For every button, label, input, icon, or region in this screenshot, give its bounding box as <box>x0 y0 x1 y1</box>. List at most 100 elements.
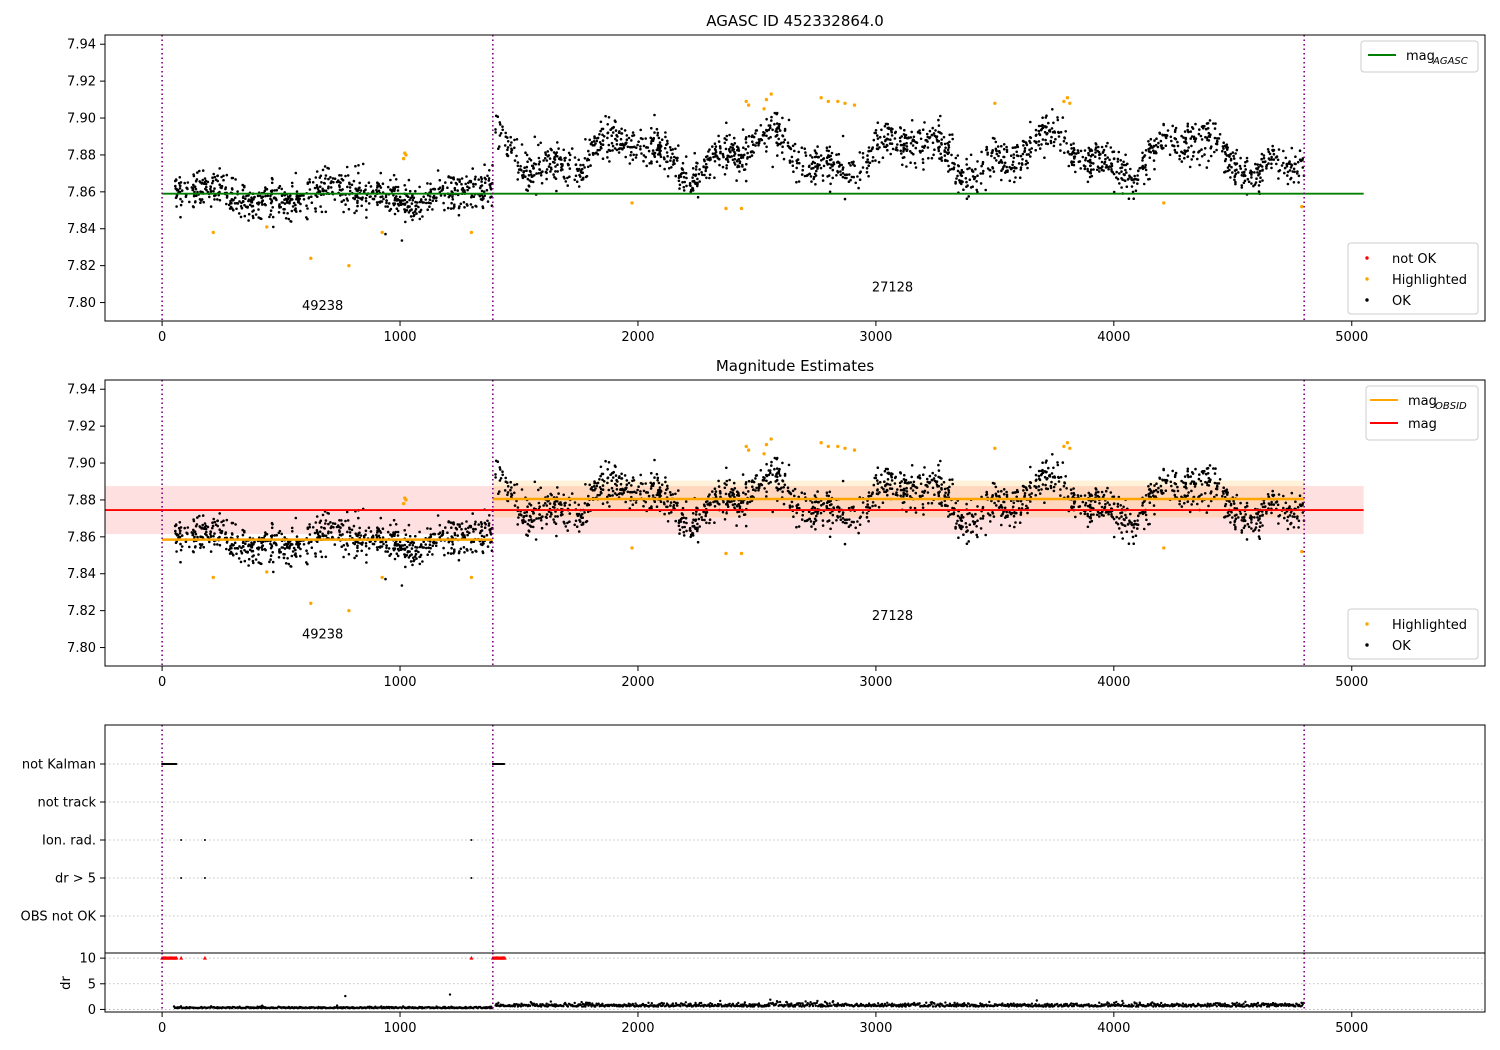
highlighted-point <box>630 546 634 550</box>
dr-outlier-point <box>448 993 452 996</box>
highlighted-point <box>744 444 748 449</box>
panel-agasc-axes: 7.80 7.82 7.84 7.86 7.88 7.90 7.92 7.94 0 1000 200… <box>67 38 1368 345</box>
panel-magnitude-estimates-title: Magnitude Estimates <box>716 357 874 375</box>
category-label: OBS not OK <box>21 910 97 925</box>
y-tick-label: 7.90 <box>67 112 96 127</box>
highlighted-point <box>993 101 997 105</box>
panel-flags-axes: not Kalman not track Ion. rad. dr > 5 OBS no… <box>21 758 105 925</box>
flag-point <box>203 839 206 841</box>
highlighted-point <box>769 92 773 96</box>
highlighted-point <box>347 608 351 613</box>
legend-label: mag <box>1408 394 1437 409</box>
dr-clipped-marker <box>174 955 179 960</box>
y-tick-label: 7.94 <box>67 38 96 53</box>
y-tick-label: 7.86 <box>67 185 96 200</box>
y-tick-label: 7.80 <box>67 641 96 656</box>
highlighted-point <box>836 444 840 449</box>
x-tick-label: 0 <box>158 675 166 690</box>
y-tick-label: 7.94 <box>67 383 96 398</box>
highlighted-point <box>380 575 384 580</box>
legend-marker <box>1365 622 1369 626</box>
flag-point <box>180 839 183 841</box>
ok-points <box>173 108 1306 242</box>
panel-dr-axes: 0 5 10 0 1000 2000 3000 4000 5000 <box>79 952 1368 1036</box>
highlighted-point <box>265 225 269 229</box>
highlighted-point <box>762 452 766 456</box>
legend-marker <box>1365 256 1369 260</box>
dr-clipped-marker <box>502 955 507 960</box>
legend-subscript: OBSID <box>1435 401 1467 412</box>
obsid-label: 49238 <box>302 627 343 642</box>
highlighted-point <box>746 103 751 107</box>
y-tick-label: 7.88 <box>67 493 96 508</box>
dr-points <box>172 998 1305 1010</box>
y-tick-label: 7.92 <box>67 420 96 435</box>
highlighted-point <box>404 498 408 502</box>
legend-label: Highlighted <box>1392 618 1467 633</box>
x-tick-label: 1000 <box>383 330 416 345</box>
legend-bottom-box <box>1347 608 1479 660</box>
category-label: not track <box>37 796 96 811</box>
x-tick-label: 2000 <box>621 1021 654 1036</box>
highlighted-point <box>1062 99 1066 104</box>
panel-magnitude-estimates-axes: 7.80 7.82 7.84 7.86 7.88 7.90 7.92 7.94 0 1000 200… <box>67 383 1368 690</box>
panel-dr-marks <box>105 953 1485 1012</box>
y-tick-label: 7.92 <box>67 75 96 90</box>
panel-agasc-title: AGASC ID 452332864.0 <box>706 12 884 30</box>
flag-point <box>203 877 206 879</box>
panel-dr: dr 0 5 10 0 1000 2000 3000 4000 5000 <box>59 952 1486 1036</box>
highlighted-point <box>469 575 474 580</box>
legend-label: not OK <box>1392 252 1437 267</box>
highlighted-point <box>309 256 313 260</box>
dr-clipped-marker <box>179 955 184 960</box>
highlighted-point <box>401 501 406 506</box>
highlighted-point <box>401 156 406 161</box>
legend-label: mag <box>1408 417 1437 432</box>
panel-agasc: 49238 27128 AGASC ID 452332864.0 7.80 7.82… <box>67 12 1486 345</box>
x-tick-label: 4000 <box>1097 330 1130 345</box>
highlighted-point <box>211 230 215 235</box>
y-tick-label: 7.84 <box>67 222 96 237</box>
legend-marker <box>1365 643 1369 647</box>
y-tick-label: 10 <box>79 952 96 967</box>
dr-clipped-marker <box>469 955 474 960</box>
panel-magnitude-estimates-frame <box>104 379 1486 667</box>
highlighted-point <box>739 206 744 211</box>
legend-marker <box>1365 298 1369 302</box>
highlighted-point <box>1065 441 1070 445</box>
y-tick-label: 5 <box>88 977 96 992</box>
highlighted-point <box>746 448 751 452</box>
highlighted-point <box>309 601 313 605</box>
y-tick-label: 7.80 <box>67 296 96 311</box>
highlighted-point <box>1162 201 1166 205</box>
dr-clipped-marker <box>202 955 207 960</box>
y-tick-label: 7.90 <box>67 457 96 472</box>
x-tick-label: 5000 <box>1335 330 1368 345</box>
highlighted-point <box>826 99 831 104</box>
panel-agasc-frame <box>104 34 1486 322</box>
highlighted-point <box>819 441 823 445</box>
y-tick-label: 7.88 <box>67 148 96 163</box>
legend-label: OK <box>1392 294 1411 309</box>
highlighted-point <box>843 101 847 105</box>
highlighted-point <box>1300 204 1304 209</box>
highlighted-point <box>1062 444 1066 449</box>
highlighted-point <box>836 99 840 104</box>
flag-point <box>175 763 178 765</box>
x-tick-label: 1000 <box>383 1021 416 1036</box>
dr-outlier-point <box>344 994 347 998</box>
highlighted-point <box>1162 546 1166 550</box>
highlighted-point <box>852 448 857 452</box>
x-tick-label: 3000 <box>859 330 892 345</box>
highlighted-point <box>819 96 823 100</box>
legend-subscript: AGASC <box>1432 56 1468 67</box>
flag-point <box>470 877 473 879</box>
highlighted-point <box>739 551 744 556</box>
highlighted-point <box>843 446 847 450</box>
obsid-label: 49238 <box>302 299 343 314</box>
category-label: dr > 5 <box>55 872 96 887</box>
legend-marker <box>1365 277 1369 281</box>
